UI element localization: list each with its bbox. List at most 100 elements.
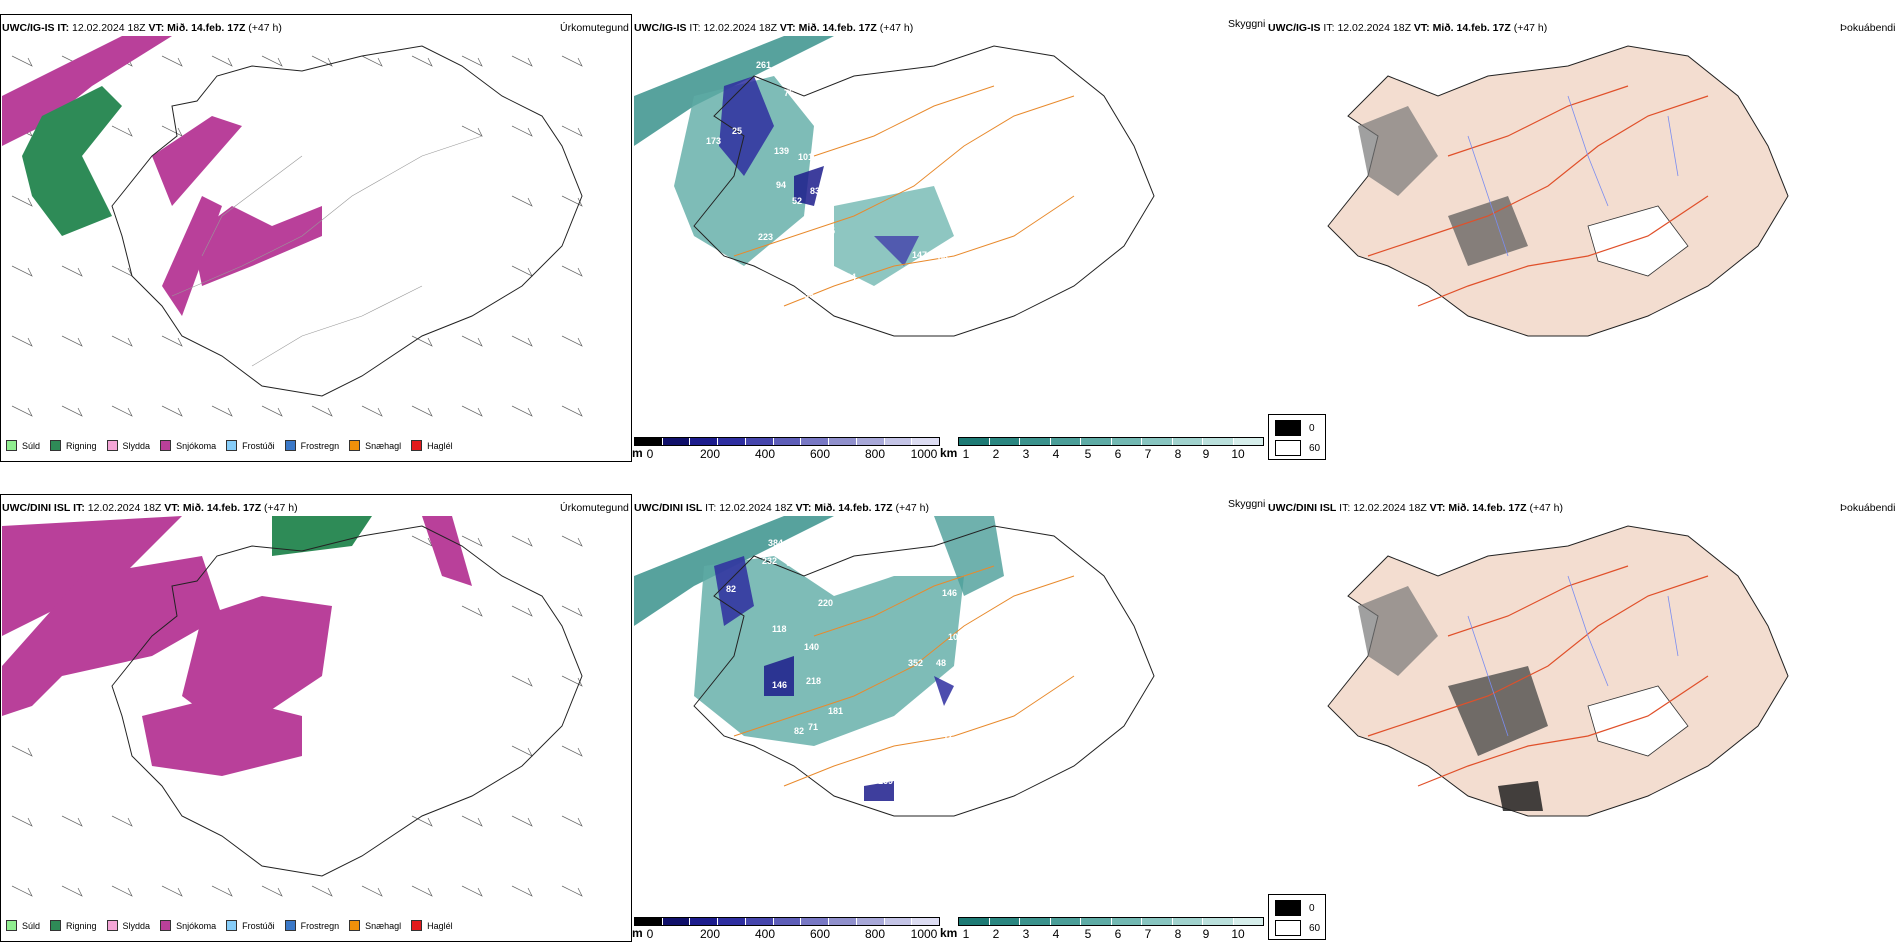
- glacier: [1587, 685, 1689, 757]
- ceiling-label: 139: [898, 782, 914, 792]
- iceland-coast: [693, 45, 1155, 337]
- tick-label: 600: [809, 927, 831, 941]
- ceiling-label: 83: [810, 186, 821, 196]
- row-top: UWC/IG-IS IT: 12.02.2024 18Z VT: Mið. 14…: [0, 0, 1900, 470]
- it-value: 12.02.2024 18Z: [719, 502, 793, 514]
- tick-label: 8: [1174, 447, 1182, 461]
- tick-label: 7: [1144, 447, 1152, 461]
- ceiling-label: 75: [784, 88, 795, 98]
- vt-label: VT:: [779, 22, 796, 34]
- tick-label: 6: [1114, 447, 1122, 461]
- it-value: 12.02.2024 18Z: [1337, 22, 1411, 34]
- legend-swatch: [6, 920, 17, 931]
- lead-time: (+47 h): [895, 502, 930, 514]
- colorbar-cell: [801, 438, 830, 445]
- legend-item-sleet: Slydda: [106, 920, 150, 931]
- tick-label: 600: [809, 447, 831, 461]
- lead-time: (+47 h): [1513, 22, 1548, 34]
- ceiling-label: 355: [966, 640, 982, 650]
- colorbar-cell: [718, 918, 746, 925]
- colorbar-cell: [635, 438, 663, 445]
- visibility-area: [634, 36, 834, 146]
- iceland-land: [1327, 525, 1789, 817]
- legend-item-rain: Rigning: [50, 440, 97, 451]
- lead-time: (+47 h): [1529, 502, 1564, 514]
- fog-area: [1358, 586, 1438, 676]
- legend-item-freezing-drizzle: Frostúði: [226, 920, 275, 931]
- colorbar-cell: [959, 438, 990, 445]
- colorbar-cell: [662, 438, 691, 445]
- colorbar-cell: [690, 438, 719, 445]
- fog-header: UWC/IG-IS IT: 12.02.2024 18Z VT: Mið. 14…: [1268, 22, 1547, 34]
- colorbar-cell: [745, 438, 774, 445]
- ceiling-label: 146: [942, 588, 958, 598]
- ceiling-label: 64: [786, 558, 797, 568]
- rivers: [1467, 575, 1679, 737]
- fog-area: [1448, 666, 1548, 756]
- snow-area: [182, 596, 332, 726]
- fog-legend-row: 0: [1275, 900, 1315, 916]
- visibility-ticks: 1 2 3 4 5 6 7 8 9 10: [958, 446, 1264, 461]
- visibility-colorbar-cells: [958, 437, 1264, 446]
- ceiling-label: 101: [798, 152, 814, 162]
- ceiling-label: 112: [958, 186, 973, 196]
- ceiling-area: [934, 676, 954, 706]
- ceiling-ticks: 0 200 400 600 800 1000: [634, 926, 940, 941]
- colorbar-cell: [884, 918, 913, 925]
- ceiling-label: 48: [936, 658, 947, 668]
- legend-swatch: [160, 440, 172, 451]
- rain-area: [272, 516, 372, 556]
- ceiling-unit: m: [632, 446, 643, 460]
- ceiling-label: 232: [762, 556, 778, 566]
- ceiling-label: 82: [726, 584, 737, 594]
- ceiling-label: 79: [946, 864, 957, 874]
- colorbar-cell: [690, 918, 719, 925]
- colorbar-cell: [1142, 918, 1173, 925]
- model-name: UWC/IG-IS: [1268, 22, 1321, 34]
- fog-area: [1448, 196, 1528, 266]
- ceiling-label: 71: [808, 722, 819, 732]
- ceiling-label: 223: [758, 232, 774, 242]
- visibility-unit: km: [940, 926, 958, 940]
- tick-label: 5: [1084, 927, 1092, 941]
- iceland-coast: [111, 525, 583, 877]
- colorbar-cell: [829, 438, 857, 445]
- model-name: UWC/DINI ISL: [2, 502, 71, 514]
- legend-swatch: [6, 440, 17, 451]
- visibility-area: [934, 516, 1004, 596]
- iceland-coast: [111, 45, 583, 397]
- vt-value: Mið. 14.feb. 17Z: [798, 22, 877, 34]
- legend-item-drizzle: Súld: [6, 440, 40, 451]
- ceiling-area: [764, 656, 794, 696]
- colorbar-cell: [773, 918, 802, 925]
- colorbar-cell: [912, 438, 940, 445]
- colorbar-cell: [989, 438, 1020, 445]
- tick-label: 0: [646, 447, 654, 461]
- snow-area: [2, 556, 222, 716]
- legend-swatch: [284, 920, 296, 931]
- legend-item-freezing-rain: Frostregn: [284, 920, 339, 931]
- legend-item-snow: Snjókoma: [160, 920, 216, 931]
- lead-time: (+47 h): [879, 22, 914, 34]
- model-name: UWC/IG-IS: [2, 22, 55, 34]
- ceiling-label: 86: [918, 824, 929, 834]
- row-bottom: UWC/DINI ISL IT: 12.02.2024 18Z VT: Mið.…: [0, 480, 1900, 950]
- fog-title: Þokuábendi: [1840, 502, 1896, 514]
- glacier: [1587, 205, 1689, 277]
- tick-label: 2: [992, 927, 1000, 941]
- visibility-colorbar: km 1 2 3 4 5 6 7 8 9 10: [940, 437, 1264, 461]
- vt-label: VT:: [795, 502, 812, 514]
- ceiling-colorbar: m 0 200 400 600 800 1000: [632, 917, 940, 941]
- lead-time: (+47 h): [264, 502, 298, 514]
- tick-label: 400: [754, 447, 776, 461]
- ceiling-area: [714, 556, 754, 626]
- ceiling-label: 88: [938, 252, 949, 262]
- colorbar-cell: [856, 438, 885, 445]
- ceiling-label: 167: [968, 664, 984, 674]
- clouds-header: UWC/IG-IS IT: 12.02.2024 18Z VT: Mið. 14…: [634, 22, 913, 34]
- it-value: 12.02.2024 18Z: [1353, 502, 1427, 514]
- ceiling-area: [864, 781, 894, 801]
- tick-label: 800: [864, 927, 886, 941]
- legend-swatch: [284, 440, 296, 451]
- colorbar-cell: [1233, 438, 1263, 445]
